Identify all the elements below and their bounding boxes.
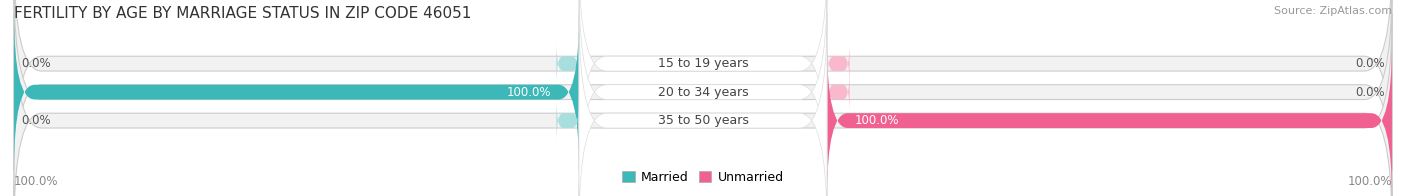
Text: Source: ZipAtlas.com: Source: ZipAtlas.com <box>1274 6 1392 16</box>
Text: 100.0%: 100.0% <box>14 175 59 188</box>
Legend: Married, Unmarried: Married, Unmarried <box>617 166 789 189</box>
FancyBboxPatch shape <box>14 14 579 170</box>
Text: 100.0%: 100.0% <box>1347 175 1392 188</box>
Text: 15 to 19 years: 15 to 19 years <box>658 57 748 70</box>
FancyBboxPatch shape <box>14 14 1392 196</box>
Text: 100.0%: 100.0% <box>508 86 551 99</box>
Text: 100.0%: 100.0% <box>855 114 898 127</box>
FancyBboxPatch shape <box>827 43 849 85</box>
Text: 0.0%: 0.0% <box>21 57 51 70</box>
Text: 0.0%: 0.0% <box>1355 86 1385 99</box>
FancyBboxPatch shape <box>827 71 849 113</box>
Text: 35 to 50 years: 35 to 50 years <box>658 114 748 127</box>
FancyBboxPatch shape <box>579 14 827 196</box>
FancyBboxPatch shape <box>579 0 827 170</box>
FancyBboxPatch shape <box>557 43 579 85</box>
Text: 0.0%: 0.0% <box>21 114 51 127</box>
Text: 0.0%: 0.0% <box>1355 57 1385 70</box>
FancyBboxPatch shape <box>14 0 1392 170</box>
FancyBboxPatch shape <box>14 0 1392 196</box>
FancyBboxPatch shape <box>579 0 827 196</box>
FancyBboxPatch shape <box>827 43 1392 196</box>
Text: 20 to 34 years: 20 to 34 years <box>658 86 748 99</box>
Text: FERTILITY BY AGE BY MARRIAGE STATUS IN ZIP CODE 46051: FERTILITY BY AGE BY MARRIAGE STATUS IN Z… <box>14 6 471 21</box>
FancyBboxPatch shape <box>557 100 579 142</box>
